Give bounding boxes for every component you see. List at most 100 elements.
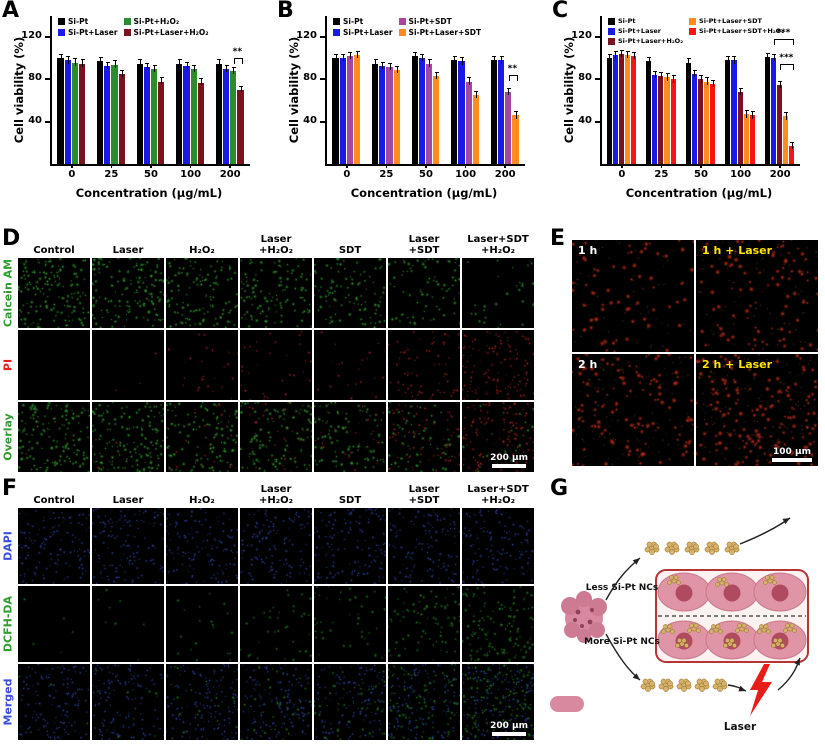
- micro-image: [240, 586, 312, 662]
- legend-item: Si-Pt+Laser: [333, 28, 393, 37]
- bar: [64, 60, 71, 164]
- micro-image: [462, 330, 534, 400]
- legend-swatch-icon: [398, 18, 406, 25]
- error-bar: [694, 71, 696, 78]
- legend-item: Si-Pt+Laser+H₂O₂: [123, 28, 209, 37]
- bar: [490, 60, 497, 164]
- tile-caption: 2 h + Laser: [702, 358, 773, 371]
- scale-bar-label: 100 μm: [773, 447, 811, 457]
- panel-d-letter: D: [2, 226, 21, 251]
- micro-image: [166, 402, 238, 472]
- error-bar: [436, 73, 438, 80]
- micro-canvas: [462, 586, 534, 662]
- micro-image: [388, 586, 460, 662]
- micro-canvas: [92, 330, 164, 400]
- error-bar: [740, 88, 742, 96]
- legend-swatch-icon: [608, 27, 615, 35]
- error-bar: [501, 57, 503, 64]
- error-bar: [461, 58, 463, 65]
- row-label: Merged: [1, 678, 15, 726]
- legend-item: Si-Pt: [58, 17, 118, 26]
- error-cap: [744, 110, 749, 112]
- error-cap: [73, 58, 78, 60]
- error-cap: [152, 64, 157, 66]
- micro-canvas: [18, 508, 90, 584]
- y-tick-label: 40: [578, 114, 592, 126]
- y-tick: [595, 120, 601, 123]
- row-label-cell: DAPI: [0, 508, 16, 584]
- scale-bar-label: 200 μm: [490, 721, 528, 731]
- y-tick: [45, 78, 51, 81]
- micro-image: [166, 664, 238, 740]
- error-bar: [627, 51, 629, 59]
- error-bar: [791, 142, 793, 150]
- error-cap: [217, 59, 222, 61]
- micro-image: [92, 258, 164, 328]
- scale-bar: 200 μm: [490, 721, 528, 736]
- row-label: DAPI: [1, 531, 15, 561]
- panel-g: G: [548, 476, 825, 745]
- mechanism-schematic: Less Si-Pt NCs More Si-Pt NCs Laser: [550, 517, 809, 733]
- x-tick-label: 100: [730, 169, 752, 180]
- column-header: SDT: [338, 245, 362, 256]
- error-cap: [185, 61, 189, 63]
- scale-bar-line: [492, 464, 527, 468]
- plot-area: 40 80 120 0 25 50 100 200 **: [296, 16, 525, 180]
- y-tick: [320, 120, 326, 123]
- panel-b-chart: 40 80 120 0 25 50 100 200 ** Concentration (μg/mL…: [287, 16, 525, 200]
- y-tick-label: 40: [303, 114, 317, 126]
- bar: [764, 57, 770, 164]
- error-bar: [200, 79, 202, 86]
- bar: [136, 63, 143, 164]
- error-cap: [514, 111, 518, 113]
- x-tick-label: 200: [219, 169, 241, 180]
- error-cap: [474, 91, 479, 93]
- gold-cluster-icon: [735, 623, 749, 633]
- x-tick: [189, 164, 192, 168]
- error-bar: [515, 112, 517, 119]
- micro-image: [92, 330, 164, 400]
- legend-item: Si-Pt: [608, 17, 683, 25]
- bar: [697, 79, 704, 164]
- legend-swatch-icon: [123, 18, 131, 25]
- error-cap: [113, 60, 117, 62]
- micro-canvas: [388, 508, 460, 584]
- bar: [197, 82, 204, 164]
- bar: [379, 65, 386, 164]
- bar: [339, 58, 346, 164]
- error-bar: [654, 72, 656, 79]
- micro-canvas: [166, 330, 238, 400]
- legend-label: Si-Pt+Laser: [343, 28, 393, 37]
- legend-label: Si-Pt: [343, 17, 364, 26]
- error-cap: [395, 65, 400, 67]
- micro-canvas: [18, 402, 90, 472]
- micro-image: [462, 586, 534, 662]
- x-tick: [150, 164, 152, 168]
- legend-label: Si-Pt+Laser+SDT+H₂O₂: [699, 27, 785, 35]
- micro-row: [18, 258, 534, 328]
- bar: [426, 63, 433, 164]
- legend-item: Si-Pt: [333, 17, 393, 26]
- legend-label: Si-Pt+Laser: [68, 28, 118, 37]
- micro-image: [92, 402, 164, 472]
- error-cap: [671, 75, 676, 77]
- legend-swatch-icon: [123, 29, 131, 36]
- plot-area: 40 80 120 0 25 50 100 200 **: [21, 16, 250, 180]
- panel-e-letter: E: [550, 226, 566, 251]
- arrowhead-icon: [632, 558, 640, 565]
- bar: [230, 70, 237, 164]
- micro-canvas: [166, 508, 238, 584]
- error-cap: [732, 56, 737, 58]
- bar: [451, 60, 458, 164]
- error-bar: [468, 78, 470, 85]
- error-cap: [231, 66, 236, 68]
- bar: [512, 115, 519, 164]
- error-bar: [752, 112, 754, 119]
- micro-canvas: [166, 664, 238, 740]
- error-bar: [121, 71, 123, 78]
- x-tick-label: 25: [379, 169, 394, 180]
- bar: [630, 56, 637, 164]
- fluorescence-image: 1 h: [572, 240, 694, 352]
- panel-c-chart: 40 80 120 0 25 50 100 200 *** *** Concentration (μ…: [562, 16, 800, 200]
- error-bar: [706, 78, 708, 85]
